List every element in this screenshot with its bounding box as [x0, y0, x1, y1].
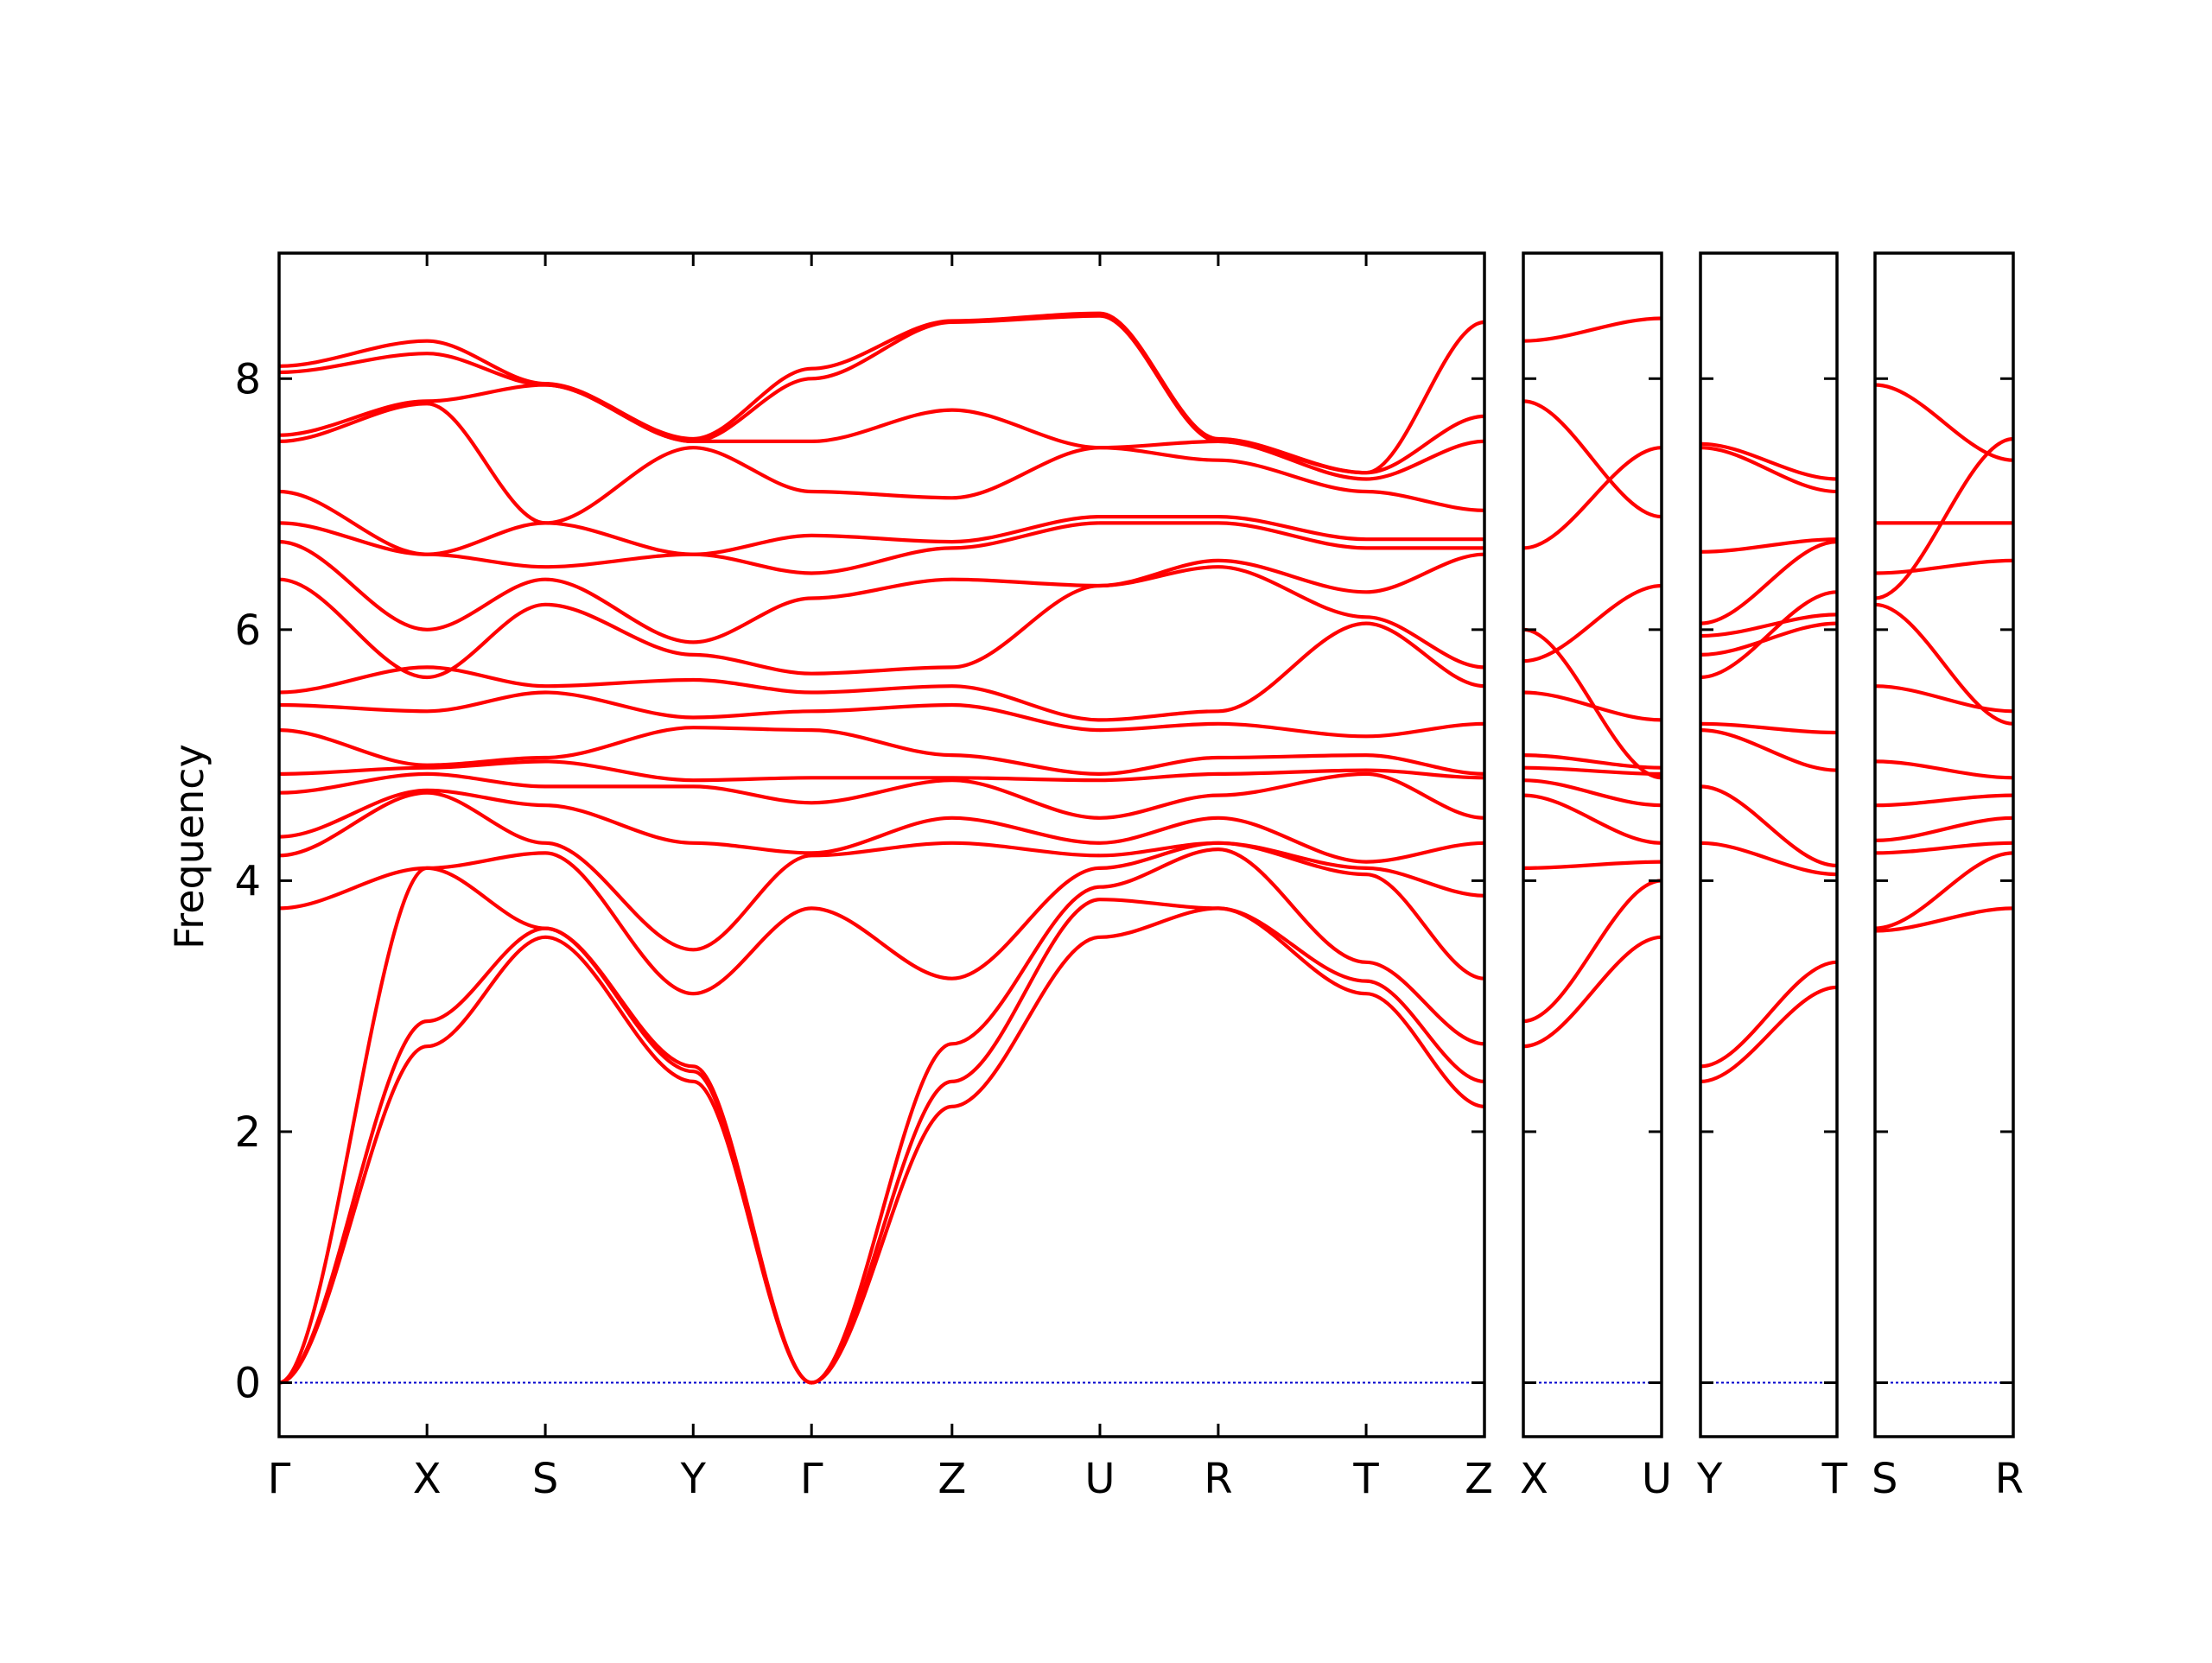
band-line	[1700, 985, 1838, 1083]
bands-panel-1	[278, 311, 1485, 1385]
band-line	[1874, 383, 2014, 462]
band-line	[278, 690, 1485, 739]
band-line	[278, 898, 1485, 1385]
band-line	[1522, 879, 1662, 1024]
y-axis-label: Frequency	[166, 744, 213, 949]
y-tick-label: 0	[234, 1360, 261, 1408]
band-line	[1700, 590, 1838, 680]
band-line	[278, 771, 1485, 820]
band-line	[278, 489, 1484, 556]
band-line	[1700, 841, 1838, 877]
band-line	[278, 311, 1485, 475]
x-tick-label: S	[532, 1455, 558, 1503]
x-tick-label: R	[1204, 1455, 1232, 1503]
band-line	[1522, 446, 1662, 550]
y-tick-label: 4	[234, 857, 261, 905]
band-line	[1874, 851, 2014, 930]
band-line	[1522, 627, 1662, 780]
band-line	[1522, 935, 1662, 1049]
band-line	[1700, 446, 1838, 494]
band-line	[1522, 399, 1662, 519]
bands-panel-2	[1522, 316, 1662, 1049]
x-tick-label: U	[1084, 1455, 1115, 1503]
band-line	[1522, 316, 1662, 343]
band-line	[278, 621, 1485, 722]
band-line	[278, 759, 1485, 783]
panel-frame-3	[1699, 251, 1839, 1438]
x-tick-label: T	[1821, 1455, 1848, 1503]
x-tick-label: Y	[680, 1455, 707, 1503]
band-line	[1874, 684, 2014, 714]
band-line	[1700, 621, 1838, 657]
panel-frame-2	[1522, 251, 1663, 1438]
band-line	[1522, 793, 1662, 845]
band-line	[278, 540, 1485, 644]
band-line	[278, 790, 1485, 952]
x-tick-label: S	[1872, 1455, 1897, 1503]
band-line	[1700, 441, 1838, 481]
band-line	[1700, 540, 1838, 625]
band-line	[1874, 841, 2014, 855]
x-tick-label: Γ	[800, 1455, 823, 1503]
band-line	[278, 847, 1485, 1385]
band-line	[1874, 759, 2014, 780]
band-line	[278, 314, 1485, 475]
band-line	[1700, 537, 1838, 554]
bands-panel-3	[1700, 441, 1838, 1083]
band-line	[278, 402, 1485, 525]
y-tick-label: 2	[234, 1108, 261, 1157]
band-line	[278, 726, 1485, 776]
band-line	[1522, 583, 1662, 663]
band-line	[278, 565, 1485, 680]
band-line	[1522, 778, 1662, 808]
x-tick-label: X	[1520, 1455, 1548, 1503]
band-line	[278, 521, 1484, 575]
x-tick-label: Z	[1465, 1455, 1493, 1503]
band-line	[1700, 721, 1838, 735]
band-line	[1700, 960, 1838, 1069]
x-tick-label: R	[1995, 1455, 2024, 1503]
x-tick-label: X	[413, 1455, 442, 1503]
y-tick-label: 8	[234, 355, 261, 403]
band-line	[1874, 793, 2014, 808]
x-tick-label: Γ	[268, 1455, 291, 1503]
x-tick-label: Z	[938, 1455, 966, 1503]
x-tick-label: Y	[1696, 1455, 1723, 1503]
band-line	[278, 906, 1485, 1385]
y-tick-label: 6	[234, 606, 261, 655]
band-line	[278, 841, 1485, 996]
x-tick-label: T	[1352, 1455, 1379, 1503]
band-line	[1700, 613, 1838, 638]
panel-frame-4	[1873, 251, 2015, 1438]
band-line	[1522, 860, 1662, 870]
band-line	[1700, 728, 1838, 772]
band-line	[1700, 784, 1838, 868]
band-line	[1874, 436, 2014, 600]
band-line	[278, 383, 1485, 481]
band-line	[1874, 558, 2014, 575]
band-line	[278, 788, 1485, 864]
panel-frame-1	[277, 251, 1486, 1438]
x-tick-label: U	[1642, 1455, 1672, 1503]
band-line	[1874, 602, 2014, 726]
band-line	[1874, 906, 2014, 933]
band-line	[1874, 816, 2014, 842]
band-line	[1522, 753, 1662, 770]
bands-panel-4	[1874, 383, 2014, 933]
